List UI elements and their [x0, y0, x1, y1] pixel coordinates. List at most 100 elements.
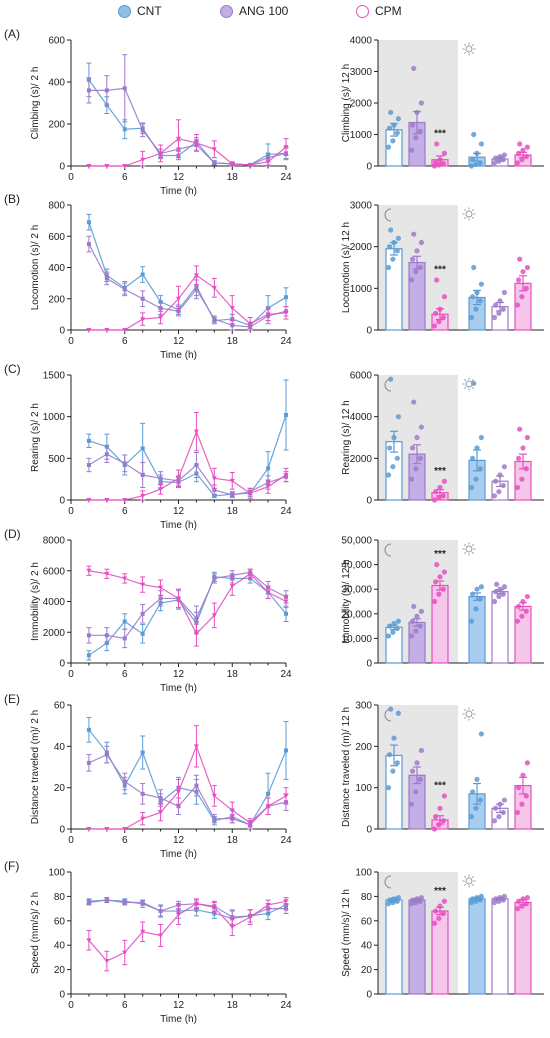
panel4-bar-dot-light-cpm	[516, 785, 522, 791]
panel5-point-cnt	[194, 907, 199, 912]
panel3-bar-y-tick-label: 40,000	[341, 560, 372, 571]
panel4-bar-dot-dark-cnt	[385, 785, 392, 791]
panel1-point-cpm	[247, 321, 253, 327]
panel2-point-cpm	[211, 476, 217, 481]
panel4-panel-label: (E)	[4, 692, 20, 706]
panel3-x-tick-label: 18	[227, 669, 239, 680]
legend-label-cnt: CNT	[137, 4, 162, 18]
panel4-bar-dot-dark-cpm	[440, 818, 446, 824]
panel4-bar-dot-light-cpm	[520, 772, 526, 778]
panel1-line-cpm	[88, 274, 287, 331]
panel4-y-tick-label: 20	[54, 783, 66, 794]
panel3-bar-dot-light-cnt	[477, 596, 483, 602]
panel5-moon-icon	[384, 875, 392, 889]
panel5-bar-dot-dark-cpm	[433, 908, 439, 914]
panel0-bar-y-tick-label: 1000	[350, 130, 373, 141]
panel3-point-cnt	[86, 653, 91, 658]
panel0-point-cpm	[158, 151, 164, 156]
panel5-point-cpm	[176, 912, 181, 918]
panel3-bar-dot-dark-cpm	[441, 569, 447, 575]
panel2-bar-dot-light-cpm	[520, 445, 526, 451]
panel5-point-ang100	[140, 900, 145, 905]
panel4-bar-dot-dark-cpm	[436, 822, 442, 828]
panel4-bar-dot-dark-cnt	[394, 760, 400, 766]
panel1-bar-dot-light-cnt	[478, 281, 484, 287]
panel3-point-ang100	[122, 636, 127, 641]
panel1-sun-ray	[464, 209, 467, 212]
panel2-point-ang100	[140, 473, 145, 477]
panel4-bar-dot-dark-ang100	[410, 768, 416, 774]
panel0-bar-dot-dark-cpm	[441, 150, 447, 156]
panel0-sun-ray	[471, 44, 474, 47]
panel2-sun-ray	[464, 379, 467, 382]
panel4-bar-dot-dark-cnt	[395, 710, 401, 716]
panel5-point-cpm	[193, 901, 199, 907]
panel3-point-cnt	[140, 631, 145, 636]
panel0-bar-dot-light-cpm	[514, 160, 521, 166]
panel2-bar-dot-light-cnt	[471, 380, 477, 386]
panel4-bar-dot-dark-ang100	[408, 801, 415, 807]
panel4-bar-dot-dark-cpm	[441, 793, 447, 799]
panel5-bar-y-axis-title: Speed (mm/s)/ 12 h	[341, 889, 352, 977]
panel0-point-cpm	[211, 147, 217, 152]
panel4-bar-dot-light-cpm	[519, 801, 525, 807]
panel3-bar-dot-dark-cnt	[387, 623, 393, 629]
panel3-bar-dot-light-cpm	[514, 618, 521, 624]
panel1-x-tick-label: 18	[227, 336, 239, 347]
panel4-point-ang100	[194, 783, 199, 788]
panel1-point-ang100	[212, 317, 217, 322]
panel2-y-tick-label: 0	[59, 496, 65, 507]
panel5-y-axis-title: Speed (mm/s)/ 2 h	[30, 892, 41, 974]
panel0-bar-dot-dark-cpm	[434, 141, 440, 147]
panel4-point-ang100	[122, 779, 127, 784]
panel0-bar-y-tick-label: 3000	[350, 67, 373, 78]
panel0-bar-dot-light-ang100	[491, 160, 498, 166]
panel2-sun-icon	[465, 380, 473, 388]
panel0-significance-label: ***	[434, 128, 446, 139]
panel2-moon-icon	[384, 378, 392, 392]
panel2-point-cpm	[265, 484, 271, 490]
panel1-point-cpm	[104, 328, 110, 333]
panel4-bar-dot-dark-ang100	[414, 760, 420, 766]
panel4-x-tick-label: 12	[173, 835, 185, 846]
panel1-y-tick-label: 400	[48, 263, 65, 274]
panel4-bar-dot-dark-cpm	[431, 826, 438, 832]
panel5-point-cpm	[283, 899, 289, 904]
panel2-bar-dot-light-cnt	[468, 484, 475, 491]
panel2-bar-dot-dark-cpm	[437, 484, 443, 491]
panel3-line-ang100	[88, 571, 287, 640]
panel0-y-tick-label: 600	[48, 36, 65, 47]
panel1-y-axis-title: Locomotion (s)/ 2 h	[30, 225, 41, 311]
panel4-point-cpm	[265, 804, 271, 809]
panel2-y-tick-label: 1500	[43, 371, 66, 382]
panel1-bar-y-tick-label: 2000	[350, 242, 373, 253]
panel2-bar-dot-light-ang100	[497, 472, 503, 478]
panel4-bar-dot-dark-cpm	[437, 805, 443, 811]
panel2-point-ang100	[230, 493, 235, 497]
panel2-bar-dot-light-ang100	[491, 493, 498, 499]
panel1-bar-dot-dark-ang100	[413, 269, 419, 275]
panel1-bar-dot-light-cnt	[468, 314, 475, 321]
panel2-bar-dot-dark-ang100	[410, 445, 416, 451]
panel4-point-cnt	[266, 791, 271, 796]
panel0-x-axis-title: Time (h)	[160, 186, 197, 197]
panel2-bar-dot-light-cnt	[473, 476, 479, 482]
panel5-bar-light-ang100	[491, 898, 509, 995]
panel2-bar-dot-light-cnt	[477, 466, 483, 472]
panel5-point-cnt	[212, 911, 217, 916]
panel0-bar-dot-light-ang100	[496, 158, 502, 164]
panel0-point-cpm	[247, 162, 253, 168]
panel0-bar-dot-light-ang100	[501, 152, 507, 158]
panel5-bar-dot-dark-cpm	[431, 920, 438, 926]
panel3-bar-dot-light-cnt	[470, 591, 476, 597]
panel5-significance-label: ***	[434, 886, 446, 897]
legend-item-cpm: CPM	[356, 4, 402, 18]
panel3-bar-dot-light-cnt	[474, 586, 480, 592]
panel3-point-ang100	[104, 633, 109, 638]
panel3-point-ang100	[212, 576, 217, 581]
panel1-y-tick-label: 800	[48, 201, 65, 212]
panel3-bar-dark-ang100	[408, 621, 426, 664]
panel1-y-tick-label: 200	[48, 294, 65, 305]
panel4-moon-icon	[384, 708, 392, 722]
panel2-point-ang100	[194, 463, 199, 467]
